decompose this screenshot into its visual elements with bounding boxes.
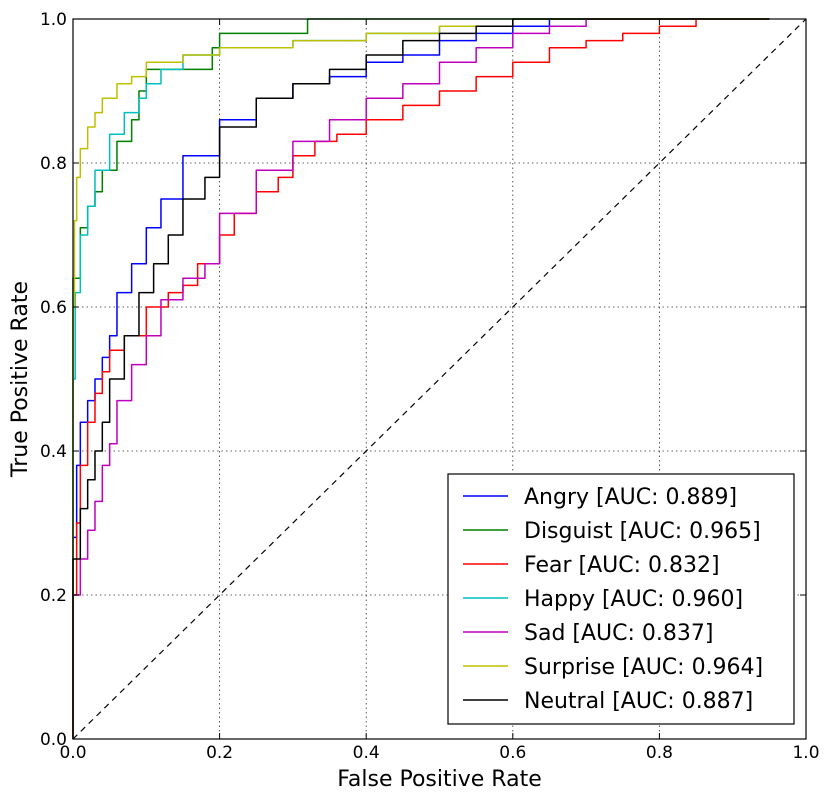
series-line-neutral xyxy=(72,18,770,739)
x-axis-label: False Positive Rate xyxy=(337,767,541,792)
x-tick-label: 0.4 xyxy=(353,743,380,763)
y-tick-label: 0.0 xyxy=(40,730,67,750)
y-axis-ticks: 0.0 0.2 0.4 0.6 0.8 1.0 xyxy=(40,10,806,750)
x-tick-label: 0.2 xyxy=(206,743,233,763)
legend-label-happy: Happy [AUC: 0.960] xyxy=(524,587,743,612)
x-tick-label: 0.0 xyxy=(59,743,86,763)
legend-label-surprise: Surprise [AUC: 0.964] xyxy=(524,655,763,680)
legend-box xyxy=(447,473,795,725)
legend-label-neutral: Neutral [AUC: 0.887] xyxy=(524,689,753,714)
x-axis-ticks: 0.0 0.2 0.4 0.6 0.8 1.0 xyxy=(59,19,820,763)
series-line-surprise xyxy=(72,18,770,739)
x-tick-label: 0.8 xyxy=(646,743,673,763)
x-tick-label: 1.0 xyxy=(792,743,819,763)
y-tick-label: 0.4 xyxy=(40,442,67,462)
legend-label-angry: Angry [AUC: 0.889] xyxy=(524,485,737,510)
y-tick-label: 1.0 xyxy=(40,10,67,30)
series-line-fear xyxy=(72,18,770,739)
y-tick-label: 0.8 xyxy=(40,154,67,174)
series-line-angry xyxy=(72,18,770,739)
series-line-sad xyxy=(72,18,770,739)
y-tick-label: 0.2 xyxy=(40,586,67,606)
legend: Angry [AUC: 0.889] Disguist [AUC: 0.965] F… xyxy=(447,473,795,725)
series-lines xyxy=(72,18,770,739)
legend-label-sad: Sad [AUC: 0.837] xyxy=(524,621,713,646)
legend-label-disguist: Disguist [AUC: 0.965] xyxy=(524,519,761,544)
x-tick-label: 0.6 xyxy=(499,743,526,763)
y-tick-label: 0.6 xyxy=(40,298,67,318)
y-axis-label: True Positive Rate xyxy=(8,281,33,478)
plot-frame xyxy=(72,18,807,740)
legend-label-fear: Fear [AUC: 0.832] xyxy=(524,553,720,578)
